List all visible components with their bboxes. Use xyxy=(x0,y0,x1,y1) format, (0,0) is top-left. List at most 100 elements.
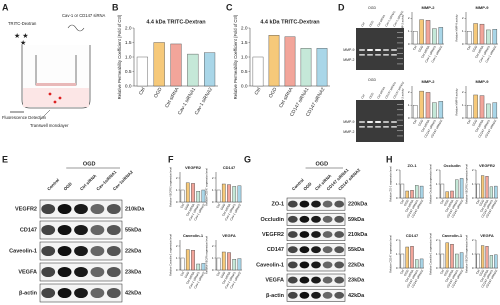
blot-band xyxy=(74,224,88,236)
group-label: OGD xyxy=(316,161,329,167)
bar xyxy=(466,31,472,45)
x-tick-label: Ctrl xyxy=(466,119,472,125)
bar xyxy=(480,245,485,269)
ladder-band xyxy=(397,32,403,33)
y-tick-label: 0 xyxy=(436,266,438,270)
ladder-band xyxy=(397,135,403,137)
x-tick-label: Ctrl siRNA xyxy=(479,199,489,213)
x-tick-label: OGD xyxy=(417,44,424,53)
row-size: 22kDa xyxy=(348,262,365,268)
blot-band xyxy=(287,291,298,299)
x-tick-label: Ctrl xyxy=(253,87,262,96)
lane-label: Control xyxy=(46,177,60,191)
gel-band xyxy=(359,121,365,123)
row-size: 210kDa xyxy=(125,206,145,212)
y-tick-label: 1 xyxy=(176,188,178,192)
y-tick-label: 0 xyxy=(462,42,464,46)
bar xyxy=(300,48,312,87)
bar xyxy=(419,19,424,45)
row-size: 23kDa xyxy=(125,269,142,275)
blot-band xyxy=(334,276,345,284)
chart-title: MMP-2 xyxy=(422,79,436,84)
panel-label: C xyxy=(226,2,233,12)
blot-band xyxy=(334,215,345,223)
bar xyxy=(455,179,459,199)
bar xyxy=(185,249,190,271)
bar xyxy=(170,43,182,87)
bar xyxy=(180,257,185,271)
blot-band xyxy=(90,245,105,257)
chart-title: Occludin xyxy=(443,163,461,168)
bar xyxy=(412,31,418,45)
y-axis-label: Relative VEGFR2 expression level xyxy=(465,164,469,204)
row-size: 55kDa xyxy=(348,247,365,253)
bar xyxy=(221,183,226,203)
y-axis-label: Relative CD147 expression level xyxy=(389,235,393,273)
chart-title: VEGFR2 xyxy=(185,165,202,170)
row-label: VEGFA xyxy=(265,278,284,284)
panel-label: H xyxy=(386,154,393,164)
row-label: Caveolin-1 xyxy=(256,262,284,268)
bar xyxy=(400,183,405,199)
blot-band xyxy=(74,266,88,278)
blot-band xyxy=(74,245,88,257)
chart-title: MMP-9 xyxy=(476,5,490,10)
x-tick-label: OGD xyxy=(403,198,410,207)
bar xyxy=(201,189,206,203)
blot-band xyxy=(311,231,321,238)
y-tick-label: 0 xyxy=(176,268,178,272)
group-label: OGD xyxy=(368,6,376,10)
blot-band xyxy=(311,261,321,269)
y-tick-label: 2 xyxy=(436,238,438,242)
gel-band xyxy=(383,49,389,51)
blot-band xyxy=(106,245,121,257)
bar xyxy=(136,56,148,87)
row-size: 210kDa xyxy=(348,232,368,238)
bar xyxy=(479,23,485,45)
pointer xyxy=(39,109,51,121)
blot-band xyxy=(322,291,333,299)
lane-label: OGD xyxy=(368,92,375,100)
x-tick-label: Ctrl siRNA xyxy=(185,271,195,285)
row-size: 59kDa xyxy=(348,217,365,223)
y-tick-label: 0 xyxy=(436,196,438,200)
blot-band xyxy=(57,287,72,299)
blot-band xyxy=(41,245,56,257)
gel-band xyxy=(359,126,365,128)
blot-band xyxy=(299,291,310,299)
y-tick-label: 0 xyxy=(212,268,214,272)
bar xyxy=(419,90,424,119)
ladder-band xyxy=(397,109,403,111)
bar xyxy=(438,101,444,119)
y-tick-label: 1 xyxy=(212,188,214,192)
band-label: MMP-9 xyxy=(343,48,354,52)
gel-band xyxy=(359,54,365,56)
lane-label: Ctrl siRNA xyxy=(376,14,386,27)
bar xyxy=(473,94,478,119)
bar xyxy=(284,36,296,87)
bar xyxy=(216,257,221,271)
y-tick-label: 2 xyxy=(462,90,464,94)
blot-band xyxy=(287,246,298,254)
row-label: Caveolin-1 xyxy=(9,248,37,254)
lane-label: Ctrl xyxy=(360,21,366,27)
bar xyxy=(227,184,231,203)
bar xyxy=(450,190,454,199)
row-size: 42kDa xyxy=(348,293,365,299)
x-tick-label: Ctrl xyxy=(439,199,445,205)
bar xyxy=(196,190,201,203)
bar xyxy=(489,186,494,199)
chart-title: MMP-2 xyxy=(422,5,436,10)
x-tick-label: OGD xyxy=(403,268,410,277)
blot-band xyxy=(311,246,321,254)
y-tick-label: 1.5 xyxy=(241,40,248,46)
x-tick-label: Ctrl siRNA xyxy=(185,203,195,217)
blot-band xyxy=(287,200,298,208)
bar xyxy=(425,92,431,119)
y-tick-label: 0 xyxy=(408,42,410,46)
row-size: 23kDa xyxy=(348,278,365,284)
chart-title: Caveolin-1 xyxy=(183,233,204,238)
chart-title: CD147 xyxy=(223,165,236,170)
